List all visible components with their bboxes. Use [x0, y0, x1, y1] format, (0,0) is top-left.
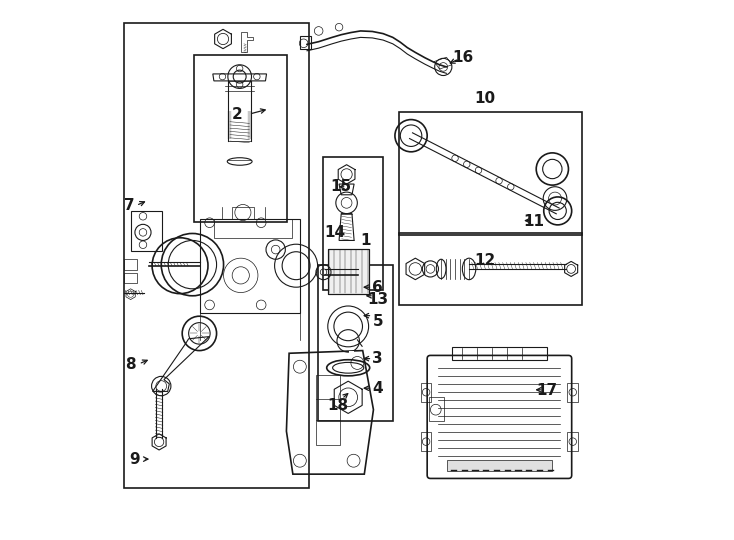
Text: 13: 13 — [367, 292, 388, 307]
Text: 3: 3 — [372, 351, 383, 366]
Text: 14: 14 — [324, 225, 345, 240]
Polygon shape — [328, 249, 368, 294]
Text: 4: 4 — [372, 381, 383, 396]
Text: 2: 2 — [232, 107, 242, 122]
Text: 16: 16 — [452, 50, 473, 65]
Text: 11: 11 — [523, 214, 544, 229]
Text: 8: 8 — [126, 356, 136, 372]
Text: 18: 18 — [327, 398, 348, 413]
Text: 7: 7 — [124, 198, 134, 213]
Text: 1: 1 — [360, 233, 371, 248]
Text: 17: 17 — [537, 383, 558, 399]
Text: 10: 10 — [475, 91, 495, 106]
Text: 15: 15 — [330, 179, 352, 194]
Text: 6: 6 — [372, 280, 383, 295]
Polygon shape — [349, 350, 354, 354]
Polygon shape — [446, 460, 553, 471]
Text: 5: 5 — [372, 314, 383, 328]
Text: 9: 9 — [129, 451, 139, 467]
Text: 12: 12 — [475, 253, 495, 268]
